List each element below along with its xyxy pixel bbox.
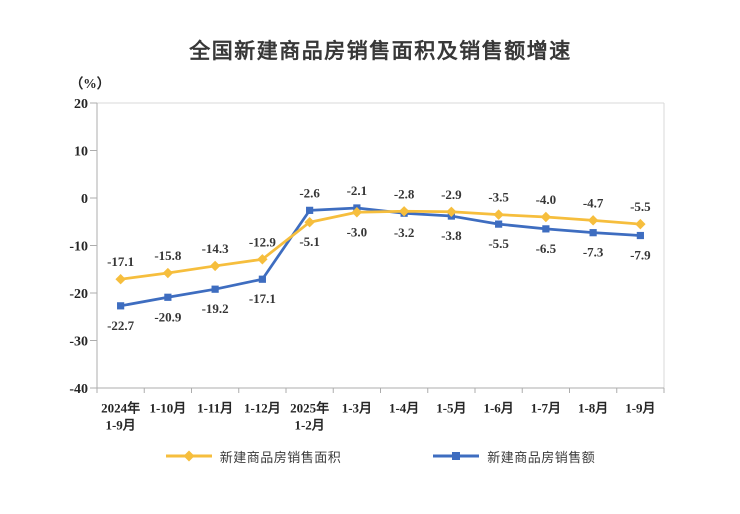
y-tick-label: 10 [74,145,88,160]
data-label: -5.1 [299,234,320,249]
data-label: -17.1 [249,291,276,306]
data-point-marker [540,211,552,223]
data-label: -5.5 [630,199,651,214]
data-point-marker [542,225,550,233]
data-label: -14.3 [202,241,230,256]
data-point-marker [587,215,599,226]
data-point-marker [398,206,410,217]
y-tick-label: -10 [69,240,88,255]
data-label: -4.0 [536,192,557,207]
y-tick-label: 20 [74,97,88,112]
legend-label: 新建商品房销售面积 [219,449,342,465]
data-point-marker [115,274,126,285]
data-label: -7.3 [583,245,604,260]
legend-item-0: 新建商品房销售面积 [165,447,342,466]
x-tick-label: 1-4月 [389,401,419,416]
data-point-marker [589,229,597,237]
data-point-marker [211,285,219,293]
data-label: -19.2 [202,301,229,316]
y-axis-unit-label: （%） [70,76,111,91]
series-line-0 [119,209,642,281]
data-point-marker [446,206,457,217]
data-point-marker [636,231,644,240]
data-point-marker [162,267,174,279]
data-label: -12.9 [249,234,277,249]
data-label: -2.9 [441,187,462,202]
data-label: -2.1 [347,183,368,198]
data-label: -5.5 [488,236,509,251]
data-label: -6.5 [536,241,557,256]
data-label: -2.8 [394,186,415,201]
x-tick-label: 1-12月 [244,401,281,416]
x-tick-label: 1-7月 [531,401,561,416]
data-point-marker [495,220,503,228]
y-tick-label: -20 [69,287,88,302]
data-label: -20.9 [154,309,182,324]
y-tick-label: -40 [69,382,88,397]
data-label: -15.8 [154,248,182,263]
series-line-1 [119,206,642,308]
data-label: -3.5 [488,190,509,205]
x-tick-label: 1-11月 [197,401,233,416]
chart-legend: 新建商品房销售面积 新建商品房销售额 [97,446,664,466]
data-point-marker [258,275,266,283]
x-tick-label: 1-8月 [578,401,608,416]
x-tick-label: 1-9月 [625,401,655,416]
data-point-marker [304,217,315,228]
data-label: -22.7 [107,318,135,333]
y-tick-label: 0 [81,192,88,207]
data-point-marker [306,206,314,214]
data-label: -3.8 [441,228,462,243]
data-label: -2.6 [299,185,320,200]
legend-marker-square-icon [433,452,480,460]
x-tick-label: 1-2月 [294,418,324,433]
x-tick-label: 2024年 [101,401,140,416]
x-tick-label: 1-10月 [149,401,186,416]
x-tick-label: 2025年 [290,401,329,416]
x-tick-label: 1-9月 [105,418,135,433]
x-tick-label: 1-6月 [483,401,513,416]
data-point-marker [493,209,504,220]
data-label: -3.2 [394,225,415,240]
x-tick-label: 1-5月 [436,401,466,416]
data-point-marker [117,302,125,310]
legend-item-1: 新建商品房销售额 [433,447,595,466]
chart-title: 全国新建商品房销售面积及销售额增速 [189,40,572,63]
data-point-marker [164,293,172,301]
data-point-marker [351,207,363,218]
legend-marker-diamond-icon [165,450,212,462]
data-point-marker [635,218,646,230]
data-point-marker [257,254,268,265]
data-point-marker [209,260,221,272]
legend-label: 新建商品房销售额 [487,449,596,465]
data-label: -7.9 [630,248,651,263]
data-label: -4.7 [583,195,604,210]
data-label: -3.0 [347,224,368,239]
data-label: -17.1 [107,254,134,269]
y-tick-label: -30 [69,335,88,350]
x-tick-label: 1-3月 [342,401,372,416]
